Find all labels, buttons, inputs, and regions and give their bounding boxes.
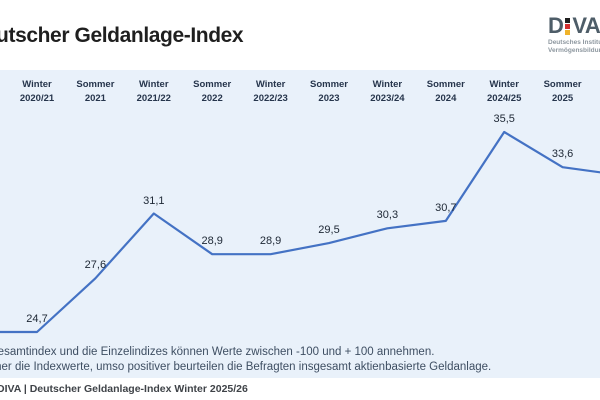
x-axis-season: Winter — [255, 79, 286, 90]
x-axis-label: Winter 2022/23 — [239, 78, 303, 105]
x-axis-year: 2023 — [318, 92, 340, 104]
x-axis-season: Sommer — [309, 79, 348, 90]
data-point-label: 28,9 — [259, 235, 282, 248]
data-point-label: 35,5 — [493, 113, 515, 125]
x-axis-year: 2024 — [435, 92, 457, 104]
x-axis-year: 2022/23 — [253, 92, 288, 104]
data-point-label: 30,3 — [376, 209, 399, 222]
x-axis-label: Winter 2021/22 — [122, 78, 186, 105]
logo-subtitle-line2: Vermögensbildung und — [548, 46, 600, 54]
index-line-chart — [0, 130, 600, 334]
logo-subtitle-line1: Deutsches Institut für — [548, 39, 600, 46]
logo-letters-va: VA — [572, 13, 600, 38]
x-axis-season: Winter — [22, 79, 52, 90]
flag-black-block — [565, 18, 571, 23]
data-point-label: 31,1 — [143, 194, 165, 207]
x-axis-label: Sommer 2025 — [531, 78, 595, 105]
x-axis-year: 2020/21 — [19, 92, 55, 104]
flag-gold-block — [565, 30, 571, 35]
x-axis-season: Sommer — [76, 79, 115, 90]
x-axis-season: Sommer — [543, 79, 582, 90]
data-point-label: 27,6 — [84, 259, 107, 272]
page-title: Deutscher Geldanlage-Index — [0, 24, 244, 47]
x-axis-label: Sommer 2023 — [297, 78, 361, 105]
data-point-label: 30,7 — [435, 201, 457, 214]
x-axis-label: Winter 2024/25 — [472, 78, 536, 105]
footnote-line2: Je höher die Indexwerte, umso positiver … — [0, 360, 492, 373]
x-axis-season: Sommer — [426, 79, 465, 90]
logo-letter-d: D — [548, 13, 564, 38]
source-line: DIVA | Deutscher Geldanlage-Index Winter… — [0, 383, 248, 395]
x-axis-season: Winter — [372, 79, 403, 90]
x-axis-year: 2025 — [552, 92, 574, 104]
data-point-label: 24,7 — [26, 313, 48, 325]
x-axis-label: Winter 2023/24 — [355, 78, 419, 105]
x-axis-year: 2024/25 — [487, 92, 522, 104]
diva-wordmark: D VA — [548, 13, 600, 38]
x-axis-label: Sommer 2021 — [63, 78, 127, 105]
x-axis-year: 2023/24 — [370, 92, 405, 104]
index-line — [0, 130, 600, 334]
flag-red-block — [565, 24, 571, 29]
x-axis-season: Sommer — [193, 79, 232, 90]
logo-subtitle: Deutsches Institut für Vermögensbildung … — [548, 39, 600, 54]
x-axis-year: 2021/22 — [136, 92, 171, 104]
diva-logo: D VA Deutsches Institut für Vermögensbil… — [548, 13, 600, 54]
x-axis-year: 2021 — [84, 92, 106, 104]
data-point-label: 29,5 — [318, 224, 340, 237]
x-axis-label: Winter 2020/21 — [5, 78, 69, 105]
data-point-label: 33,6 — [551, 148, 574, 161]
data-point-label: 28,9 — [201, 235, 223, 248]
x-axis-label: Sommer 2022 — [180, 78, 244, 105]
footnote-line1: Der Gesamtindex und die Einzelindizes kö… — [0, 346, 435, 358]
x-axis-season: Winter — [139, 79, 169, 90]
chart-footnotes: Der Gesamtindex und die Einzelindizes kö… — [0, 345, 491, 374]
chart-area: Der Gesamtindex und die Einzelindizes kö… — [0, 70, 600, 378]
x-axis-year: 2022 — [201, 92, 223, 104]
x-axis-season: Winter — [489, 79, 519, 90]
x-axis-label: Sommer 2024 — [414, 78, 478, 105]
german-flag-i-icon — [565, 18, 571, 35]
